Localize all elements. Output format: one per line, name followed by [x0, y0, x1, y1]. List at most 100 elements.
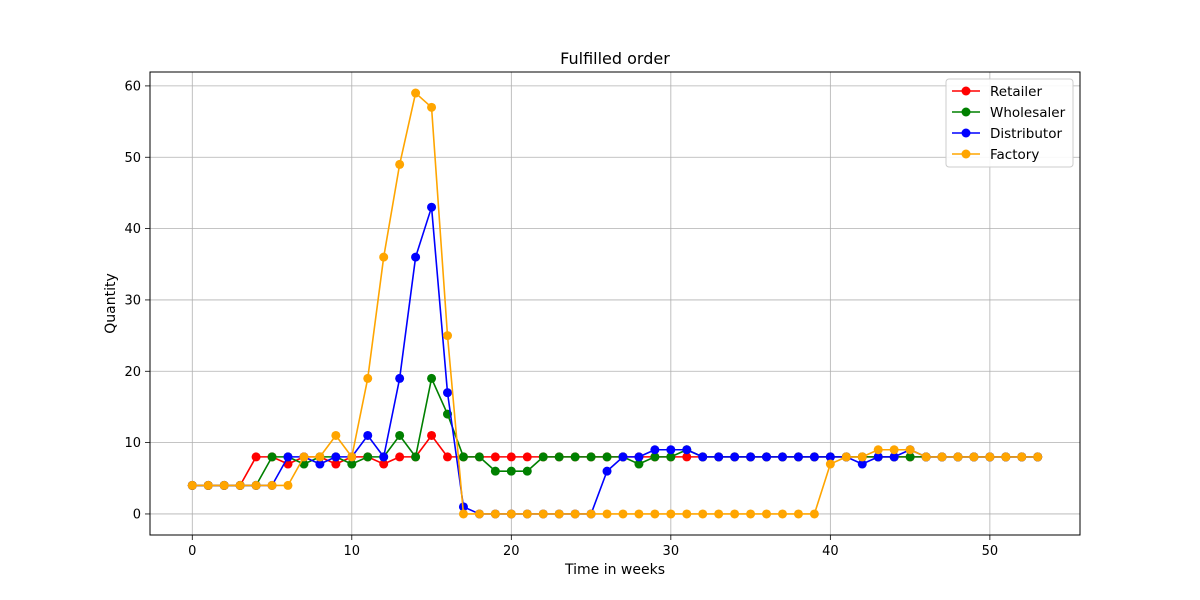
data-point-distributor	[809, 452, 819, 462]
data-point-factory	[506, 509, 516, 519]
data-point-retailer	[395, 452, 405, 462]
data-point-factory	[219, 480, 229, 490]
chart-title: Fulfilled order	[560, 49, 670, 68]
data-point-factory	[809, 509, 819, 519]
x-tick-label: 30	[663, 544, 680, 559]
data-point-wholesaler	[395, 430, 405, 440]
y-tick-label: 10	[124, 436, 141, 451]
data-point-factory	[937, 452, 947, 462]
data-point-distributor	[666, 445, 676, 455]
data-point-factory	[395, 159, 405, 169]
data-point-factory	[522, 509, 532, 519]
data-point-wholesaler	[586, 452, 596, 462]
data-point-factory	[458, 509, 468, 519]
data-point-factory	[985, 452, 995, 462]
data-point-retailer	[522, 452, 532, 462]
legend-label: Distributor	[990, 126, 1062, 142]
legend-swatch-marker	[961, 128, 971, 138]
legend-swatch-marker	[961, 86, 971, 96]
data-point-factory	[905, 445, 915, 455]
y-tick-label: 40	[124, 222, 141, 237]
data-point-distributor	[714, 452, 724, 462]
data-point-factory	[411, 88, 421, 98]
data-point-factory	[203, 480, 213, 490]
data-point-factory	[379, 252, 389, 262]
legend-label: Wholesaler	[990, 105, 1066, 121]
data-point-factory	[315, 452, 325, 462]
data-point-distributor	[283, 452, 293, 462]
x-tick-label: 40	[822, 544, 839, 559]
data-point-factory	[427, 102, 437, 112]
data-point-factory	[1033, 452, 1043, 462]
data-point-distributor	[777, 452, 787, 462]
data-point-wholesaler	[522, 466, 532, 476]
data-point-factory	[187, 480, 197, 490]
x-tick-label: 10	[344, 544, 361, 559]
data-point-factory	[1017, 452, 1027, 462]
x-axis-label: Time in weeks	[564, 562, 665, 578]
data-point-distributor	[634, 452, 644, 462]
data-point-factory	[969, 452, 979, 462]
data-point-factory	[331, 430, 341, 440]
series-factory	[187, 88, 1043, 519]
data-point-distributor	[443, 388, 453, 398]
data-point-distributor	[602, 466, 612, 476]
data-point-distributor	[331, 452, 341, 462]
data-point-factory	[889, 445, 899, 455]
data-point-factory	[825, 459, 835, 469]
data-point-wholesaler	[363, 452, 373, 462]
data-point-distributor	[746, 452, 756, 462]
data-point-retailer	[427, 430, 437, 440]
data-point-factory	[554, 509, 564, 519]
data-point-factory	[777, 509, 787, 519]
data-point-wholesaler	[458, 452, 468, 462]
data-point-retailer	[682, 452, 692, 462]
data-point-wholesaler	[411, 452, 421, 462]
data-point-wholesaler	[474, 452, 484, 462]
data-point-retailer	[331, 459, 341, 469]
data-point-distributor	[363, 430, 373, 440]
y-tick-label: 50	[124, 151, 141, 166]
data-point-factory	[363, 373, 373, 383]
data-point-factory	[474, 509, 484, 519]
data-point-wholesaler	[506, 466, 516, 476]
y-axis-label: Quantity	[103, 273, 119, 334]
data-point-factory	[570, 509, 580, 519]
data-point-factory	[698, 509, 708, 519]
data-point-distributor	[698, 452, 708, 462]
data-point-distributor	[762, 452, 772, 462]
data-point-wholesaler	[666, 452, 676, 462]
data-point-wholesaler	[905, 452, 915, 462]
y-tick-label: 60	[124, 79, 141, 94]
legend-label: Retailer	[990, 84, 1042, 100]
data-point-factory	[746, 509, 756, 519]
y-tick-label: 20	[124, 365, 141, 380]
data-point-wholesaler	[427, 373, 437, 383]
axis-ticks: 0 10 20 30 40 50 0 10 20 30 40 50 60	[124, 79, 998, 559]
data-point-distributor	[825, 452, 835, 462]
y-tick-label: 0	[133, 507, 141, 522]
data-point-factory	[235, 480, 245, 490]
legend-item-wholesaler: Wholesaler	[952, 105, 1066, 121]
data-point-distributor	[315, 459, 325, 469]
data-point-factory	[586, 509, 596, 519]
legend-box	[945, 78, 1074, 168]
data-point-distributor	[379, 452, 389, 462]
data-point-factory	[251, 480, 261, 490]
data-point-distributor	[793, 452, 803, 462]
data-point-factory	[873, 445, 883, 455]
data-point-factory	[602, 509, 612, 519]
data-point-factory	[618, 509, 628, 519]
data-point-wholesaler	[347, 459, 357, 469]
legend-item-distributor: Distributor	[952, 126, 1062, 142]
y-tick-label: 30	[124, 293, 141, 308]
data-point-factory	[762, 509, 772, 519]
data-point-factory	[283, 480, 293, 490]
data-point-factory	[347, 452, 357, 462]
data-point-factory	[634, 509, 644, 519]
legend-swatch-marker	[961, 107, 971, 117]
data-point-wholesaler	[538, 452, 548, 462]
x-tick-label: 50	[982, 544, 999, 559]
data-point-wholesaler	[267, 452, 277, 462]
